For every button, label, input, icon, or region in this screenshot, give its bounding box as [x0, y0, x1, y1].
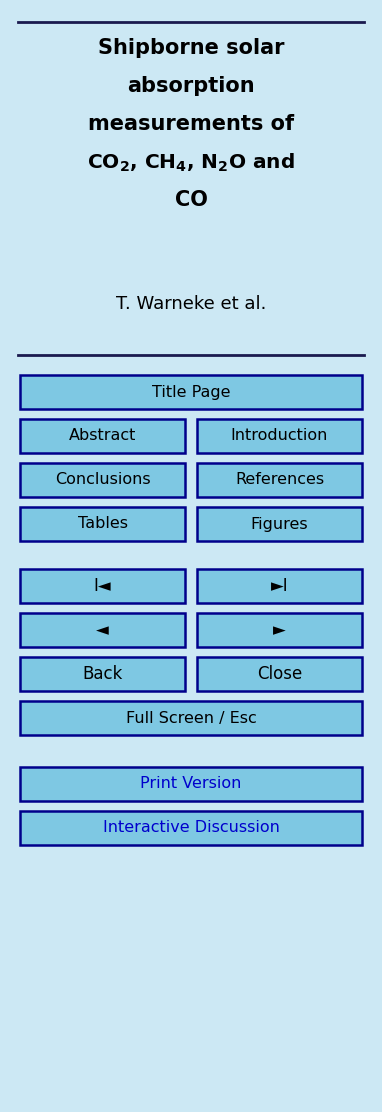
- FancyBboxPatch shape: [197, 569, 362, 603]
- Text: ◄: ◄: [96, 620, 109, 639]
- Text: Full Screen / Esc: Full Screen / Esc: [126, 711, 256, 725]
- FancyBboxPatch shape: [20, 767, 362, 801]
- FancyBboxPatch shape: [20, 811, 362, 845]
- Text: Abstract: Abstract: [69, 428, 136, 444]
- FancyBboxPatch shape: [197, 463, 362, 497]
- Text: Print Version: Print Version: [140, 776, 242, 792]
- FancyBboxPatch shape: [20, 569, 185, 603]
- Text: ►: ►: [273, 620, 286, 639]
- FancyBboxPatch shape: [20, 701, 362, 735]
- FancyBboxPatch shape: [20, 657, 185, 691]
- Text: Shipborne solar: Shipborne solar: [98, 38, 284, 58]
- Text: Introduction: Introduction: [231, 428, 328, 444]
- Text: absorption: absorption: [127, 76, 255, 96]
- Text: T. Warneke et al.: T. Warneke et al.: [116, 295, 266, 312]
- Text: Close: Close: [257, 665, 302, 683]
- Text: Title Page: Title Page: [152, 385, 230, 399]
- Text: CO: CO: [175, 190, 207, 210]
- FancyBboxPatch shape: [197, 507, 362, 542]
- Text: measurements of: measurements of: [88, 115, 294, 135]
- FancyBboxPatch shape: [20, 375, 362, 409]
- Text: I◄: I◄: [94, 577, 111, 595]
- Text: $\bf{CO_2}$, $\bf{CH_4}$, $\bf{N_2O}$ and: $\bf{CO_2}$, $\bf{CH_4}$, $\bf{N_2O}$ an…: [87, 152, 295, 175]
- Text: Figures: Figures: [251, 516, 308, 532]
- Text: Tables: Tables: [78, 516, 128, 532]
- FancyBboxPatch shape: [20, 419, 185, 453]
- Text: Back: Back: [82, 665, 123, 683]
- Text: ►I: ►I: [271, 577, 288, 595]
- FancyBboxPatch shape: [20, 463, 185, 497]
- FancyBboxPatch shape: [20, 613, 185, 647]
- Text: Conclusions: Conclusions: [55, 473, 150, 487]
- FancyBboxPatch shape: [20, 507, 185, 542]
- Text: References: References: [235, 473, 324, 487]
- FancyBboxPatch shape: [197, 657, 362, 691]
- Text: Interactive Discussion: Interactive Discussion: [102, 821, 280, 835]
- FancyBboxPatch shape: [197, 613, 362, 647]
- FancyBboxPatch shape: [197, 419, 362, 453]
